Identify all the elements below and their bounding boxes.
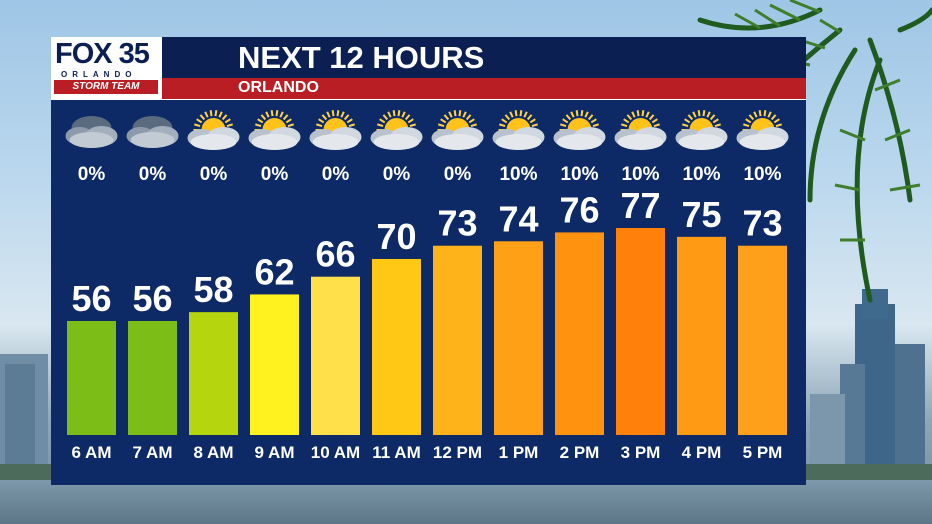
precip-chance-label: 10% [682,164,720,185]
cloudy-night-icon [126,116,179,148]
cloudy-night-icon [65,116,118,148]
temperature-value-label: 73 [437,203,477,244]
logo-city-text: ORLANDO [61,70,137,79]
hour-label: 2 PM [560,443,600,462]
logo-team-text: STORM TEAM [54,80,158,94]
fox35-logo: FOX 35 ORLANDO STORM TEAM [51,37,162,99]
precip-chance-label: 0% [139,164,167,185]
temperature-value-label: 76 [559,189,599,230]
temperature-bar [372,259,421,435]
hour-label: 12 PM [433,443,482,462]
precip-chance-label: 0% [383,164,411,185]
hour-label: 5 PM [743,443,783,462]
precip-chance-label: 0% [322,164,350,185]
hour-label: 1 PM [499,443,539,462]
hour-label: 6 AM [72,443,112,462]
temperature-value-label: 56 [71,278,111,319]
temperature-bar [677,236,726,435]
partly-cloudy-icon [614,110,667,150]
temperature-bar [555,232,604,435]
temperature-value-label: 77 [620,185,660,226]
precip-chance-label: 0% [444,164,472,185]
partly-cloudy-icon [492,110,545,150]
temperature-bar [616,228,665,435]
logo-main-text: FOX 35 [55,38,150,70]
precip-chance-label: 10% [621,164,659,185]
temperature-value-label: 66 [315,234,355,275]
partly-cloudy-icon [248,110,301,150]
page-subtitle: ORLANDO [238,79,319,96]
temperature-value-label: 73 [742,203,782,244]
hour-label: 9 AM [255,443,295,462]
temperature-value-label: 74 [498,198,538,239]
temperature-bar [67,321,116,435]
precip-chance-label: 10% [499,164,537,185]
hour-label: 3 PM [621,443,661,462]
partly-cloudy-icon [675,110,728,150]
temperature-bar [128,321,177,435]
partly-cloudy-icon [553,110,606,150]
hour-label: 7 AM [133,443,173,462]
title-bar [51,37,806,78]
hour-label: 4 PM [682,443,722,462]
partly-cloudy-icon [309,110,362,150]
temperature-bar [738,245,787,435]
partly-cloudy-icon [370,110,423,150]
lake-water [0,480,932,524]
temperature-bar [494,241,543,435]
hour-label: 10 AM [311,443,360,462]
precip-chance-label: 0% [200,164,228,185]
temperature-bar [250,294,299,435]
hour-label: 11 AM [372,443,421,462]
hour-label: 8 AM [194,443,234,462]
partly-cloudy-icon [736,110,789,150]
temperature-bar [311,276,360,435]
page-title: NEXT 12 HOURS [238,40,485,75]
temperature-bar [189,312,238,435]
precip-chance-label: 10% [743,164,781,185]
subtitle-bar [51,78,806,99]
temperature-value-label: 62 [254,251,294,292]
temperature-value-label: 75 [681,194,721,235]
temperature-value-label: 70 [376,216,416,257]
partly-cloudy-icon [187,110,240,150]
temperature-bar [433,245,482,435]
temperature-value-label: 56 [132,278,172,319]
precip-chance-label: 10% [560,164,598,185]
precip-chance-label: 0% [78,164,106,185]
partly-cloudy-icon [431,110,484,150]
precip-chance-label: 0% [261,164,289,185]
temperature-value-label: 58 [193,269,233,310]
